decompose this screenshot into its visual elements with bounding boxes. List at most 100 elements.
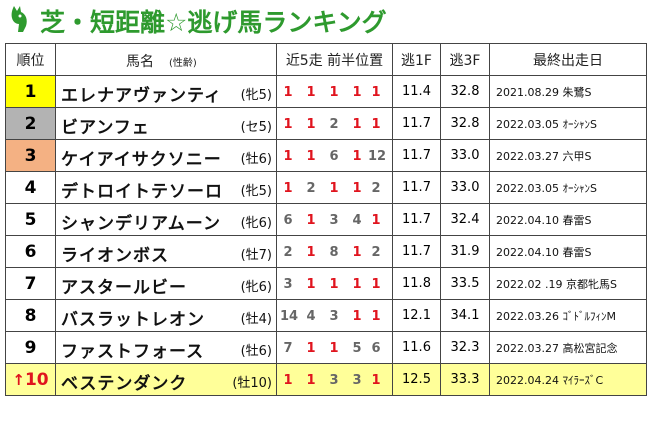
rank-number: 3 [24, 145, 37, 166]
position-value: 1 [352, 85, 362, 100]
position-value: 1 [283, 181, 293, 196]
rank-cell: 6 [5, 235, 56, 268]
position-value: 1 [352, 309, 362, 324]
position-value: 3 [329, 309, 339, 324]
horse-name: シャンデリアムーン [61, 214, 221, 234]
position-value: 1 [283, 149, 293, 164]
sex-age: (牡7) [240, 248, 272, 263]
header-positions: 近5走 前半位置 [276, 43, 393, 76]
rank-number: 10 [24, 369, 49, 390]
rank-cell: 3 [5, 139, 56, 172]
horse-name: デトロイトテソーロ [61, 182, 223, 202]
horse-name: ベステンダンク [61, 374, 188, 394]
position-value: 1 [306, 373, 316, 388]
horse-name-cell: バスラットレオン (牡4) [55, 299, 277, 332]
position-value: 3 [352, 373, 362, 388]
horse-name-cell: デトロイトテソーロ (牝5) [55, 171, 277, 204]
position-value: 3 [283, 277, 293, 292]
position-value: 1 [306, 117, 316, 132]
position-value: 1 [329, 85, 339, 100]
rank-cell: 2 [5, 107, 56, 140]
last-race-cell: 2022.04.10 春雷S [489, 235, 647, 268]
f1-time: 11.7 [392, 139, 441, 172]
table-row: 7 アスタールビー (牝6) 3 1 1 1 1 11.8 33.5 2022.02 .19 京都牝… [5, 267, 647, 300]
rank-cell: 1 [5, 75, 56, 108]
position-value: 1 [352, 245, 362, 260]
table-row: 9 ファストフォース (牡6) 7 1 1 5 6 11.6 32.3 2022.03.27 高松宮… [5, 331, 647, 364]
f3-time: 32.3 [440, 331, 490, 364]
position-value: 1 [306, 277, 316, 292]
table-row: 6 ライオンボス (牡7) 2 1 8 1 2 11.7 31.9 2022.04.10 春雷S [5, 235, 647, 268]
sex-age: (牡10) [232, 376, 272, 391]
header-rank: 順位 [5, 43, 56, 76]
position-value: 1 [352, 117, 362, 132]
position-value: 12 [368, 149, 387, 164]
rank-number: 1 [24, 81, 37, 102]
table-row: ↑10 ベステンダンク (牡10) 1 1 3 3 1 12.5 33.3 2022.04.24 ﾏ… [5, 363, 647, 396]
horse-name-cell: ライオンボス (牡7) [55, 235, 277, 268]
position-value: 1 [352, 149, 362, 164]
f1-time: 12.5 [392, 363, 441, 396]
horse-name: アスタールビー [61, 278, 187, 298]
last-race-cell: 2022.03.27 高松宮記念 [489, 331, 647, 364]
rank-cell: ↑10 [5, 363, 56, 396]
position-value: 2 [371, 181, 381, 196]
f3-time: 33.0 [440, 139, 490, 172]
f3-time: 33.0 [440, 171, 490, 204]
position-value: 3 [329, 213, 339, 228]
rank-cell: 4 [5, 171, 56, 204]
position-value: 1 [371, 85, 381, 100]
last-race-cell: 2022.02 .19 京都牝馬S [489, 267, 647, 300]
f1-time: 11.8 [392, 267, 441, 300]
position-value: 4 [352, 213, 362, 228]
rank-cell: 9 [5, 331, 56, 364]
horse-name-cell: ベステンダンク (牡10) [55, 363, 277, 396]
horse-name: ケイアイサクソニー [61, 150, 222, 170]
rank-cell: 5 [5, 203, 56, 236]
position-value: 1 [306, 213, 316, 228]
horse-name-cell: ファストフォース (牡6) [55, 331, 277, 364]
header-sexage-label: (性齢) [169, 58, 197, 69]
position-value: 1 [329, 181, 339, 196]
f1-time: 12.1 [392, 299, 441, 332]
rank-cell: 7 [5, 267, 56, 300]
position-value: 6 [329, 149, 339, 164]
rank-number: 9 [24, 337, 37, 358]
header-last-race: 最終出走日 [489, 43, 647, 76]
horse-name: ライオンボス [61, 246, 169, 266]
position-value: 1 [306, 245, 316, 260]
position-value: 8 [329, 245, 339, 260]
header-f3: 逃3F [440, 43, 490, 76]
f1-time: 11.7 [392, 107, 441, 140]
last-race-cell: 2022.03.26 ｺﾞﾄﾞﾙﾌｨﾝM [489, 299, 647, 332]
positions-cell: 1 1 6 1 12 [276, 139, 393, 172]
positions-cell: 14 4 3 1 1 [276, 299, 393, 332]
rank-number: 4 [24, 177, 37, 198]
f3-time: 32.4 [440, 203, 490, 236]
header-name: 馬名 (性齢) [55, 43, 277, 76]
sex-age: (牡4) [240, 312, 272, 327]
table-row: 2 ビアンフェ (セ5) 1 1 2 1 1 11.7 32.8 2022.03.05 ｵｰｼｬﾝS [5, 107, 647, 140]
position-value: 1 [283, 117, 293, 132]
position-value: 5 [352, 341, 362, 356]
position-value: 2 [329, 117, 339, 132]
table-row: 4 デトロイトテソーロ (牝5) 1 2 1 1 2 11.7 33.0 2022.03.05 ｵｰ… [5, 171, 647, 204]
rank-number: 7 [24, 273, 37, 294]
position-value: 1 [371, 309, 381, 324]
position-value: 1 [371, 373, 381, 388]
last-race-cell: 2022.03.05 ｵｰｼｬﾝS [489, 171, 647, 204]
position-value: 1 [352, 181, 362, 196]
f1-time: 11.7 [392, 171, 441, 204]
f3-time: 34.1 [440, 299, 490, 332]
header-row: 順位 馬名 (性齢) 近5走 前半位置 逃1F 逃3F 最終出走日 [5, 43, 647, 76]
title-bar: 芝・短距離☆逃げ馬ランキング [0, 0, 651, 40]
position-value: 2 [306, 181, 316, 196]
horse-name: バスラットレオン [61, 310, 205, 330]
f1-time: 11.4 [392, 75, 441, 108]
up-arrow-icon: ↑ [12, 370, 25, 389]
